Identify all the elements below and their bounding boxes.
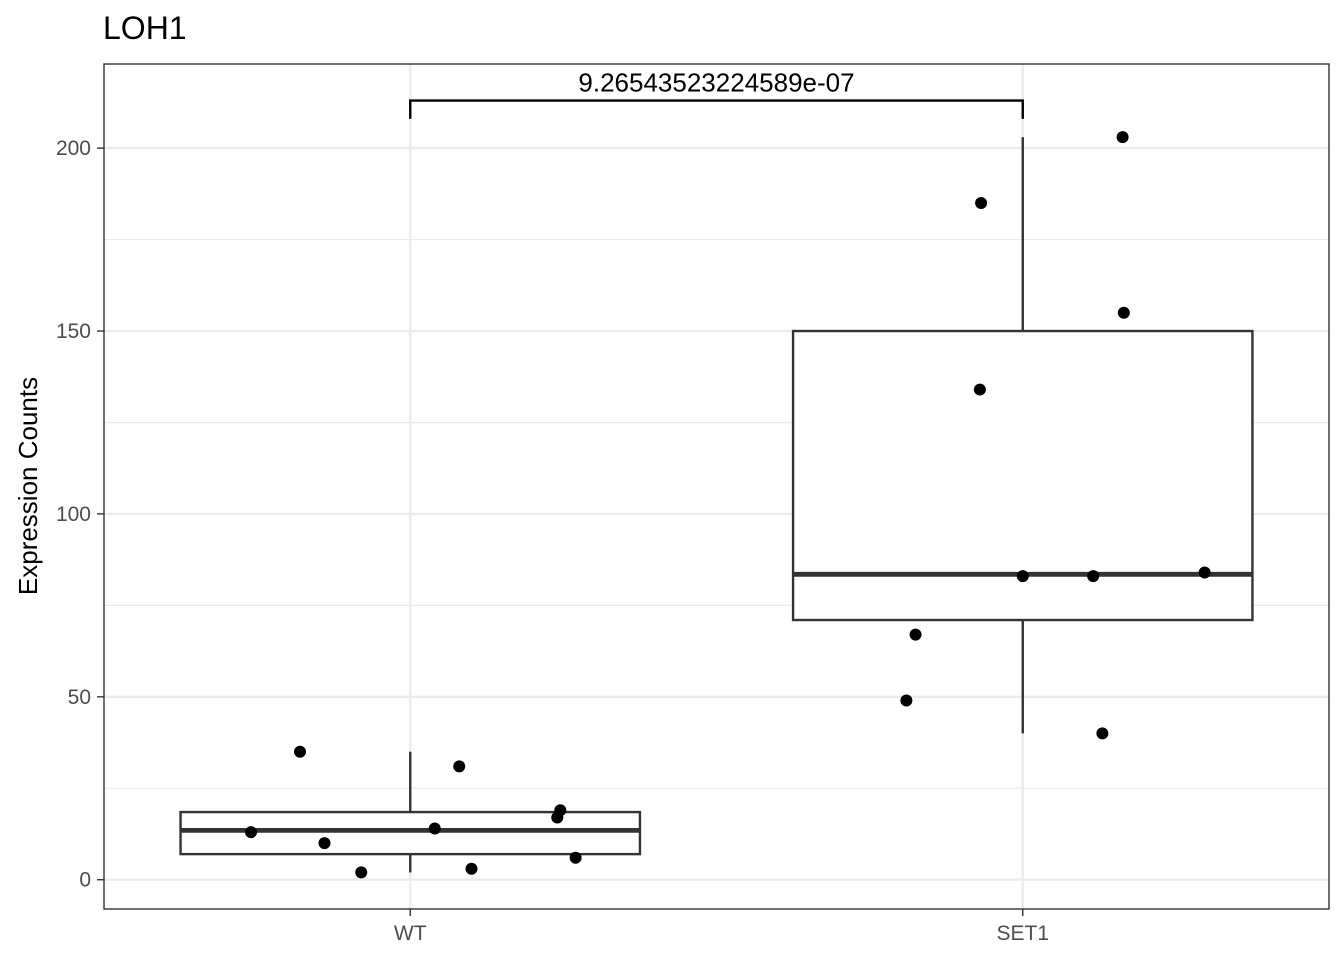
- bracket-line: [409, 99, 1024, 119]
- data-point: [554, 804, 567, 817]
- data-point: [465, 862, 478, 875]
- data-point: [1096, 727, 1109, 740]
- data-point: [975, 197, 988, 210]
- data-point: [909, 628, 922, 641]
- chart-title: LOH1: [103, 10, 187, 46]
- box-iqr: [791, 329, 1254, 622]
- data-point: [1198, 566, 1211, 579]
- p-value-label: 9.26543523224589e-07: [578, 68, 854, 98]
- y-tick-label: 200: [56, 137, 91, 160]
- data-point: [900, 694, 913, 707]
- box-iqr: [179, 810, 642, 856]
- y-tick-label: 150: [56, 320, 91, 343]
- data-point: [245, 826, 257, 839]
- x-axis-ticks: WT SET1: [394, 909, 1049, 945]
- data-point: [1116, 131, 1129, 144]
- data-point: [1117, 306, 1130, 319]
- y-tick-label: 0: [79, 869, 91, 892]
- x-tick-label: SET1: [996, 922, 1049, 945]
- box-set1: [791, 137, 1254, 734]
- data-point: [355, 866, 368, 879]
- data-point: [294, 745, 306, 758]
- x-tick-label: WT: [394, 922, 427, 945]
- data-point: [453, 760, 466, 773]
- data-point: [973, 383, 986, 396]
- points-layer: [245, 131, 1211, 879]
- data-point: [318, 837, 331, 850]
- panel-border: [103, 63, 1330, 910]
- y-axis-ticks: 0 50 100 150 200: [56, 137, 104, 892]
- data-point: [569, 851, 582, 864]
- data-point: [428, 822, 441, 835]
- y-axis-label: Expression Counts: [13, 377, 43, 595]
- data-point: [1016, 570, 1029, 583]
- significance-bracket: 9.26543523224589e-07: [409, 68, 1024, 119]
- box-wt: [179, 751, 642, 873]
- boxes-layer: [179, 137, 1254, 873]
- y-tick-label: 100: [56, 503, 91, 526]
- data-point: [1087, 570, 1100, 583]
- y-tick-label: 50: [68, 686, 91, 709]
